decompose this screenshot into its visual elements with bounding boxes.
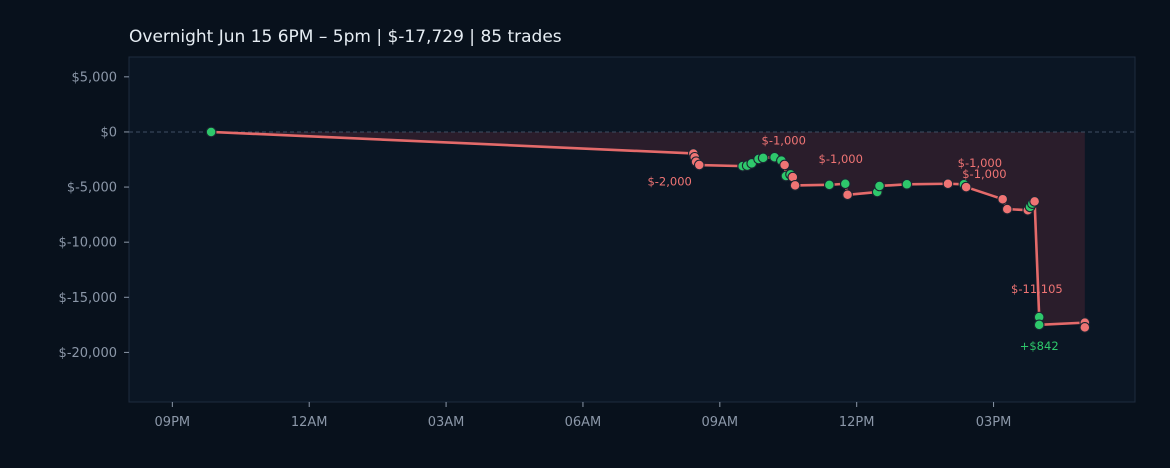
y-axis: $5,000 $0 $-5,000 $-10,000 $-15,000 $-20,000	[59, 70, 129, 361]
drawdown-area	[211, 131, 1085, 328]
chart-title: Overnight Jun 15 6PM – 5pm | $-17,729 | …	[129, 27, 562, 47]
x-tick-label: 09AM	[701, 415, 738, 430]
y-tick-label: $-5,000	[67, 181, 117, 196]
y-tick-label: $-10,000	[59, 236, 117, 251]
trade-annotation: $-1,000	[762, 134, 806, 148]
y-tick-label: $-20,000	[59, 346, 117, 361]
trade-annotation: +$842	[1020, 339, 1059, 353]
x-tick-label: 06AM	[565, 415, 602, 430]
x-tick-label: 03PM	[976, 415, 1012, 430]
win-trade-point	[823, 179, 835, 191]
loss-trade-point	[1001, 203, 1013, 215]
x-tick-label: 09PM	[155, 415, 191, 430]
x-tick-label: 03AM	[428, 415, 465, 430]
win-trade-point	[757, 152, 769, 164]
win-trade-point	[1033, 319, 1045, 331]
trade-annotation: $-1,000	[819, 152, 863, 166]
loss-trade-point	[779, 159, 790, 171]
loss-trade-point	[1029, 196, 1040, 207]
x-tick-label: 12PM	[839, 415, 875, 430]
x-axis: 09PM 12AM 03AM 06AM 09AM 12PM 03PM	[155, 402, 1012, 430]
loss-trade-point	[942, 178, 954, 190]
win-trade-point	[205, 126, 217, 138]
y-tick-label: $5,000	[72, 70, 118, 85]
trade-annotation: $-1,000	[958, 156, 1002, 170]
y-tick-label: $0	[100, 125, 117, 140]
y-tick-label: $-15,000	[59, 291, 117, 306]
win-trade-point	[901, 178, 913, 190]
loss-trade-point	[693, 159, 705, 171]
plot-area	[128, 56, 1136, 403]
loss-trade-point	[789, 180, 801, 191]
win-trade-point	[874, 180, 885, 192]
win-trade-point	[839, 178, 851, 190]
loss-trade-point	[960, 181, 972, 193]
trade-annotation: $-2,000	[647, 174, 691, 188]
trade-annotation: $-1,000	[962, 167, 1006, 181]
drawdown-fill-layer	[211, 131, 1085, 328]
trade-annotation: $-11,105	[1011, 282, 1063, 296]
loss-trade-point	[997, 193, 1009, 205]
loss-trade-point	[842, 189, 853, 201]
trade-points-layer	[205, 126, 1091, 333]
loss-trade-point	[1079, 322, 1091, 333]
annotations-layer: $-2,000$-1,000$-1,000 $-1,000$-1,000$-11,…	[647, 134, 1062, 354]
x-tick-label: 12AM	[291, 415, 328, 430]
